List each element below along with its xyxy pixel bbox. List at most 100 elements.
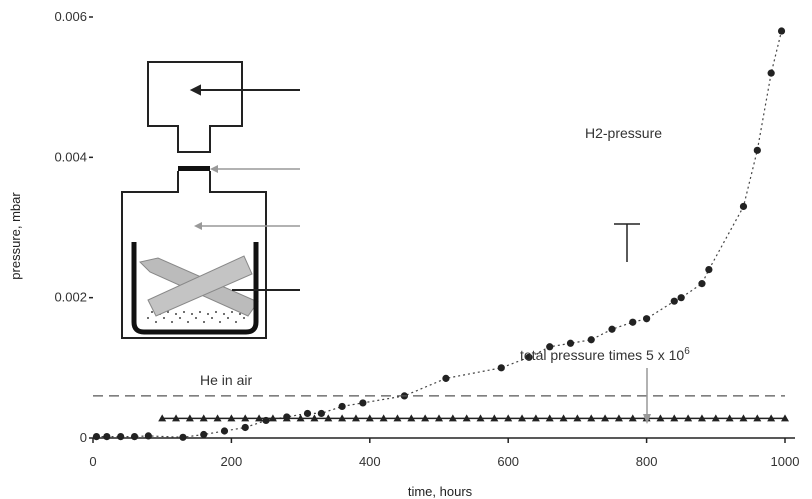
data-point — [442, 374, 450, 382]
data-point — [546, 343, 554, 351]
data-point — [767, 69, 775, 77]
data-point — [781, 414, 789, 422]
data-point — [587, 336, 595, 344]
data-point — [587, 414, 596, 422]
data-point — [185, 414, 194, 422]
data-point — [725, 414, 734, 422]
total-pressure-pointer-head — [643, 414, 651, 424]
data-point — [158, 414, 167, 422]
total-pressure-label: total pressure times 5 x 106 — [520, 346, 690, 363]
data-point — [601, 414, 610, 422]
series-0 — [92, 27, 786, 441]
x-tick-label: 0 — [89, 454, 96, 469]
y-tick-label: 0.004 — [54, 149, 87, 164]
data-point — [407, 414, 416, 422]
data-point — [365, 414, 374, 422]
data-point — [435, 414, 443, 422]
data-point — [92, 432, 101, 441]
data-point — [179, 433, 187, 441]
data-point — [310, 414, 319, 422]
data-point — [103, 432, 111, 441]
data-point — [241, 423, 249, 432]
data-point — [497, 364, 505, 372]
data-point — [559, 414, 568, 422]
apparatus-schematic — [121, 61, 300, 339]
data-point — [379, 414, 388, 422]
total-pressure-label-text: total pressure times 5 x 10 — [520, 347, 684, 363]
data-point — [421, 414, 430, 422]
data-point — [117, 432, 125, 441]
data-point — [531, 414, 540, 422]
data-point — [227, 414, 236, 422]
data-point — [614, 414, 623, 422]
data-point — [268, 414, 277, 422]
data-point — [573, 414, 582, 422]
data-point — [317, 409, 325, 418]
top-reservoir — [147, 61, 243, 153]
data-point — [462, 414, 471, 422]
x-tick-label: 800 — [636, 454, 658, 469]
series-line — [96, 30, 783, 438]
data-point — [144, 432, 152, 440]
data-point — [684, 414, 693, 422]
y-axis-title: pressure, mbar — [8, 192, 23, 280]
data-point — [628, 414, 637, 422]
series-1 — [158, 414, 789, 422]
data-point — [213, 414, 222, 422]
data-point — [545, 414, 554, 422]
crucible — [131, 242, 259, 335]
he-in-air-label: He in air — [200, 372, 252, 388]
data-point — [282, 414, 291, 422]
y-ticks: 0 0.002 0.004 0.006 — [54, 9, 93, 445]
data-point — [670, 297, 678, 305]
data-point — [255, 414, 264, 422]
x-tick-label: 1000 — [771, 454, 800, 469]
data-point — [608, 325, 616, 333]
data-point — [656, 414, 665, 422]
y-tick-label: 0.002 — [54, 290, 87, 305]
data-point — [296, 414, 305, 422]
annotation-marks — [614, 223, 651, 424]
data-point — [200, 430, 208, 439]
data-point — [324, 414, 333, 422]
data-point — [504, 414, 513, 422]
x-tick-label: 600 — [497, 454, 519, 469]
arrows — [189, 84, 300, 291]
data-point — [476, 414, 485, 422]
y-tick-label: 0 — [80, 430, 87, 445]
data-point — [490, 414, 499, 422]
data-point — [670, 414, 679, 422]
data-point — [767, 414, 776, 422]
data-point — [566, 339, 575, 347]
data-point — [698, 280, 706, 288]
data-point — [338, 414, 347, 422]
data-point — [359, 399, 367, 407]
data-point — [351, 414, 360, 422]
h2-pressure-label: H2-pressure — [585, 125, 662, 141]
data-point — [705, 266, 713, 274]
data-point — [777, 27, 786, 35]
sample-bar-right — [147, 255, 253, 317]
data-point — [338, 402, 346, 411]
data-point — [220, 427, 229, 435]
y-tick-label: 0.006 — [54, 9, 87, 24]
x-tick-label: 400 — [359, 454, 381, 469]
data-point — [199, 414, 208, 422]
data-point — [525, 353, 533, 361]
data-point — [303, 409, 312, 418]
data-point — [393, 414, 402, 422]
data-point — [629, 318, 637, 326]
data-point — [172, 414, 181, 422]
data-point — [739, 202, 748, 211]
data-point — [130, 432, 139, 441]
data-point — [677, 294, 685, 302]
data-point — [518, 414, 527, 422]
data-point — [711, 414, 720, 422]
data-point — [448, 414, 457, 422]
data-point — [753, 146, 761, 154]
data-point — [697, 414, 706, 422]
valve-bar — [178, 166, 210, 171]
data-point — [739, 414, 748, 422]
data-point — [753, 414, 762, 422]
